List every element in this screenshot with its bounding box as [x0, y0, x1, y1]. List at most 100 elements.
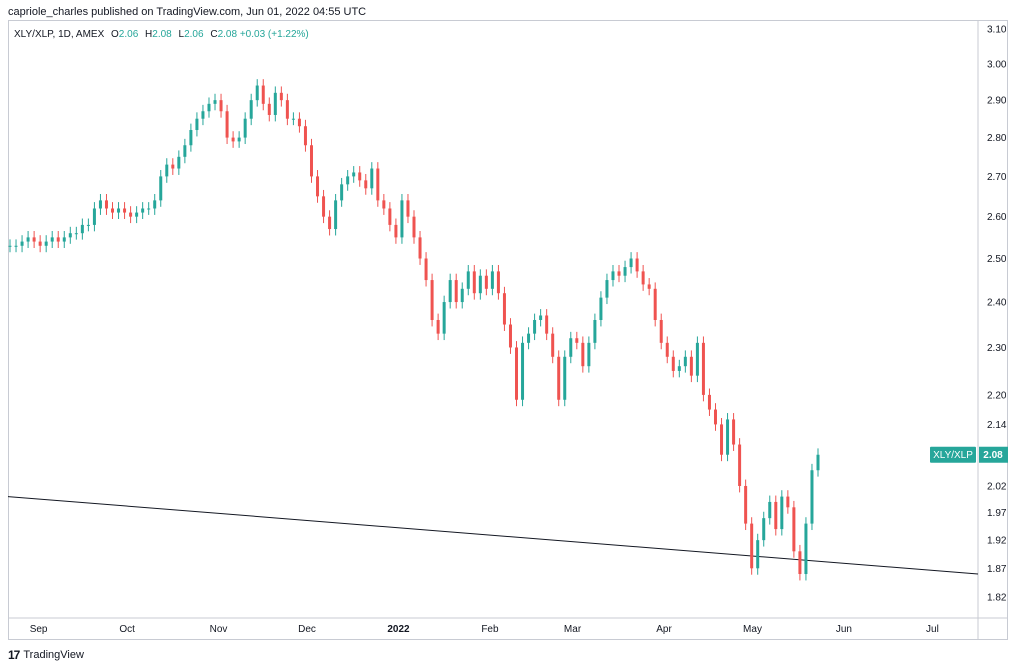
candle-body[interactable]: [599, 297, 603, 320]
candle-body[interactable]: [647, 284, 651, 289]
candle-body[interactable]: [587, 342, 591, 367]
candle-body[interactable]: [56, 237, 60, 242]
candle-body[interactable]: [545, 315, 549, 334]
candle-body[interactable]: [611, 271, 615, 281]
candle-body[interactable]: [478, 275, 482, 294]
legend-symbol[interactable]: XLY/XLP, 1D, AMEX: [14, 29, 105, 40]
candle-body[interactable]: [358, 172, 362, 181]
candle-body[interactable]: [515, 347, 519, 400]
candle-body[interactable]: [74, 233, 78, 235]
candle-body[interactable]: [334, 200, 338, 230]
candle-body[interactable]: [707, 394, 711, 410]
candle-body[interactable]: [370, 168, 374, 189]
candle-body[interactable]: [732, 419, 736, 445]
candle-body[interactable]: [695, 342, 699, 376]
candle-body[interactable]: [255, 85, 259, 101]
candle-body[interactable]: [750, 523, 754, 569]
trendline[interactable]: [7, 496, 979, 575]
candle-body[interactable]: [575, 338, 579, 343]
candle-body[interactable]: [593, 319, 597, 343]
candle-body[interactable]: [738, 444, 742, 486]
candle-body[interactable]: [442, 302, 446, 334]
candle-body[interactable]: [460, 288, 464, 303]
candle-body[interactable]: [20, 241, 24, 246]
candle-body[interactable]: [726, 419, 730, 455]
candle-body[interactable]: [14, 245, 18, 247]
candle-body[interactable]: [713, 409, 717, 425]
candle-body[interactable]: [756, 540, 760, 569]
candle-body[interactable]: [189, 130, 193, 146]
candle-body[interactable]: [533, 319, 537, 334]
candle-body[interactable]: [563, 356, 567, 400]
candle-body[interactable]: [521, 342, 525, 400]
candle-body[interactable]: [44, 241, 48, 246]
candle-body[interactable]: [508, 324, 512, 348]
candle-body[interactable]: [92, 208, 96, 225]
candle-body[interactable]: [213, 100, 217, 104]
candle-body[interactable]: [762, 518, 766, 541]
candle-body[interactable]: [490, 271, 494, 289]
candle-body[interactable]: [605, 280, 609, 298]
candle-body[interactable]: [569, 338, 573, 357]
candle-body[interactable]: [171, 164, 175, 169]
candle-body[interactable]: [141, 208, 145, 213]
candle-body[interactable]: [659, 319, 663, 343]
candle-body[interactable]: [780, 496, 784, 530]
candle-body[interactable]: [237, 137, 241, 142]
candle-body[interactable]: [291, 118, 295, 120]
candle-body[interactable]: [466, 271, 470, 289]
candle-body[interactable]: [382, 200, 386, 209]
candle-body[interactable]: [225, 111, 229, 138]
candle-body[interactable]: [496, 271, 500, 294]
candle-body[interactable]: [340, 184, 344, 201]
candle-body[interactable]: [792, 507, 796, 552]
candle-body[interactable]: [581, 342, 585, 367]
candle-body[interactable]: [273, 92, 277, 115]
candle-body[interactable]: [285, 100, 289, 119]
candle-body[interactable]: [774, 501, 778, 530]
candle-body[interactable]: [677, 366, 681, 371]
candle-body[interactable]: [683, 356, 687, 367]
candle-body[interactable]: [38, 241, 42, 246]
candle-body[interactable]: [123, 208, 127, 213]
candle-body[interactable]: [303, 126, 307, 146]
candle-body[interactable]: [153, 200, 157, 209]
candle-body[interactable]: [629, 258, 633, 268]
footer-brand[interactable]: TradingView: [23, 649, 84, 661]
candle-body[interactable]: [297, 118, 301, 127]
candle-body[interactable]: [159, 176, 163, 201]
candle-body[interactable]: [328, 216, 332, 230]
candle-body[interactable]: [424, 258, 428, 281]
candle-body[interactable]: [720, 424, 724, 455]
candle-body[interactable]: [68, 233, 72, 238]
candle-body[interactable]: [62, 237, 66, 242]
candle-body[interactable]: [32, 237, 36, 242]
candle-body[interactable]: [406, 200, 410, 217]
candle-body[interactable]: [86, 224, 90, 226]
candle-body[interactable]: [394, 224, 398, 238]
candle-body[interactable]: [798, 551, 802, 575]
candle-body[interactable]: [816, 454, 820, 471]
candle-body[interactable]: [104, 200, 108, 209]
candle-body[interactable]: [243, 118, 247, 138]
candle-body[interactable]: [309, 145, 313, 177]
candle-body[interactable]: [249, 100, 253, 119]
candle-body[interactable]: [454, 280, 458, 303]
candle-body[interactable]: [744, 485, 748, 524]
candle-body[interactable]: [98, 200, 102, 209]
candle-body[interactable]: [671, 356, 675, 371]
candle-body[interactable]: [322, 196, 326, 217]
candle-body[interactable]: [653, 288, 657, 320]
candle-body[interactable]: [804, 523, 808, 575]
candle-body[interactable]: [316, 176, 320, 197]
candle-body[interactable]: [641, 271, 645, 285]
candle-body[interactable]: [364, 180, 368, 189]
candle-body[interactable]: [195, 118, 199, 131]
candle-body[interactable]: [502, 293, 506, 325]
candle-body[interactable]: [279, 92, 283, 101]
candle-body[interactable]: [80, 224, 84, 234]
candle-body[interactable]: [261, 85, 265, 104]
candle-body[interactable]: [418, 237, 422, 259]
candle-body[interactable]: [768, 501, 772, 519]
candle-body[interactable]: [352, 172, 356, 177]
